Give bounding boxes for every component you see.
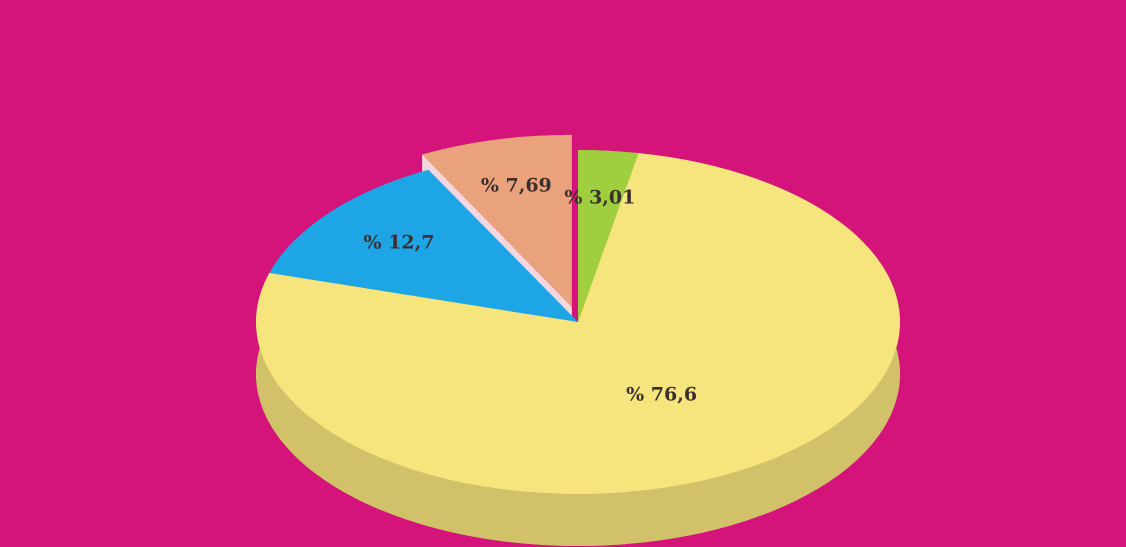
pie-slice <box>269 169 578 322</box>
value-label: % 7,69 <box>481 175 552 197</box>
pie-slice <box>578 150 639 322</box>
pie-slice <box>256 153 900 494</box>
value-label: % 76,6 <box>626 383 697 405</box>
pie-slice <box>422 134 572 307</box>
value-label: % 12,7 <box>364 231 435 253</box>
value-label: % 3,01 <box>564 187 635 209</box>
